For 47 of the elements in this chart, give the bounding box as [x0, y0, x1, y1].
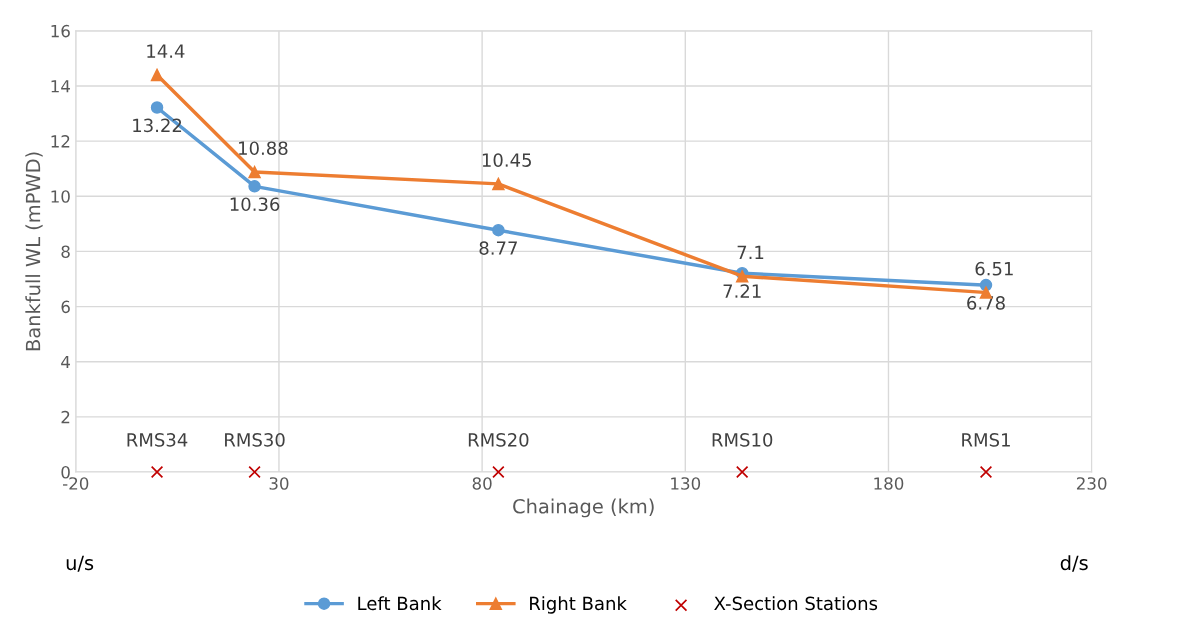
y-tick-label: 6 — [61, 300, 70, 314]
point — [150, 465, 164, 479]
point — [248, 180, 261, 193]
x-tick-label: 230 — [1076, 477, 1107, 490]
x-tick-label: -20 — [62, 477, 89, 490]
point — [979, 465, 993, 479]
data-label: 13.22 — [133, 118, 182, 133]
x-tick-label: 80 — [472, 477, 492, 490]
data-label: 7.21 — [723, 284, 761, 298]
annotation: RMS20 — [468, 433, 529, 447]
data-label: 7.1 — [737, 245, 764, 259]
data-label: 10.88 — [239, 141, 288, 156]
legend-label: Right Bank — [530, 596, 627, 614]
point — [248, 165, 261, 179]
legend-label: Left Bank — [358, 596, 442, 611]
y-tick-label: 2 — [61, 410, 70, 424]
point — [492, 465, 505, 479]
data-label: 14.4 — [147, 44, 185, 58]
legend-label: X-Section Stations — [714, 596, 878, 611]
y-tick-label: 8 — [61, 245, 70, 258]
y-tick-label: 14 — [51, 80, 70, 93]
x-axis-title: Chainage (km) — [513, 498, 654, 518]
data-label: 6.51 — [975, 261, 1013, 276]
y-tick-label: 0 — [61, 465, 70, 479]
data-label: 10.36 — [230, 197, 280, 212]
annotation: RMS34 — [127, 433, 188, 447]
x-tick-label: 30 — [269, 477, 289, 490]
data-label: 8.77 — [479, 241, 517, 255]
point — [248, 465, 261, 479]
annotation: RMS30 — [225, 433, 285, 447]
point — [492, 177, 505, 191]
y-tick-label: 4 — [61, 355, 70, 369]
point — [735, 465, 749, 479]
x-tick-label: 130 — [671, 477, 701, 490]
data-label: 10.45 — [482, 153, 531, 167]
point — [150, 101, 164, 114]
y-tick-label: 12 — [51, 135, 70, 148]
point — [492, 223, 505, 237]
x-tick-label: 180 — [874, 477, 904, 490]
y-tick-label: 10 — [51, 190, 70, 203]
text: u/s — [66, 555, 94, 572]
annotation: RMS10 — [712, 433, 773, 447]
text: d/s — [1060, 555, 1088, 572]
y-tick-label: 16 — [51, 24, 70, 38]
point — [150, 68, 164, 82]
y-axis-title: Bankfull WL (mPWD) — [25, 152, 43, 351]
annotation: RMS1 — [962, 433, 1010, 447]
